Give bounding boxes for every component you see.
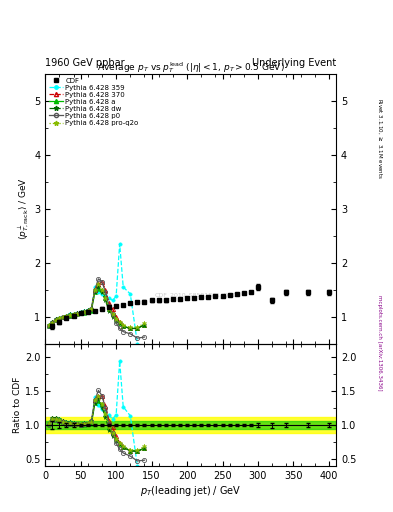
X-axis label: $p_T$(leading jet) / GeV: $p_T$(leading jet) / GeV (140, 483, 241, 498)
Text: Underlying Event: Underlying Event (252, 57, 336, 68)
Y-axis label: Ratio to CDF: Ratio to CDF (13, 376, 22, 433)
Title: Average $p_T$ vs $p_T^{\mathrm{lead}}$ ($|\eta| < 1$, $p_T > 0.5$ GeV): Average $p_T$ vs $p_T^{\mathrm{lead}}$ (… (97, 59, 285, 75)
Text: Rivet 3.1.10, $\geq$ 3.1M events: Rivet 3.1.10, $\geq$ 3.1M events (375, 98, 383, 179)
Legend: CDF, Pythia 6.428 359, Pythia 6.428 370, Pythia 6.428 a, Pythia 6.428 dw, Pythia: CDF, Pythia 6.428 359, Pythia 6.428 370,… (47, 76, 140, 127)
Text: 1960 GeV ppbar: 1960 GeV ppbar (45, 57, 125, 68)
Text: CDF_2010_S8591881_QCD: CDF_2010_S8591881_QCD (155, 292, 238, 298)
Text: mcplots.cern.ch [arXiv:1306.3436]: mcplots.cern.ch [arXiv:1306.3436] (377, 295, 382, 391)
Y-axis label: $\langle p^\perp_{T,\mathrm{rack}} \rangle$ / GeV: $\langle p^\perp_{T,\mathrm{rack}} \rang… (17, 177, 31, 240)
